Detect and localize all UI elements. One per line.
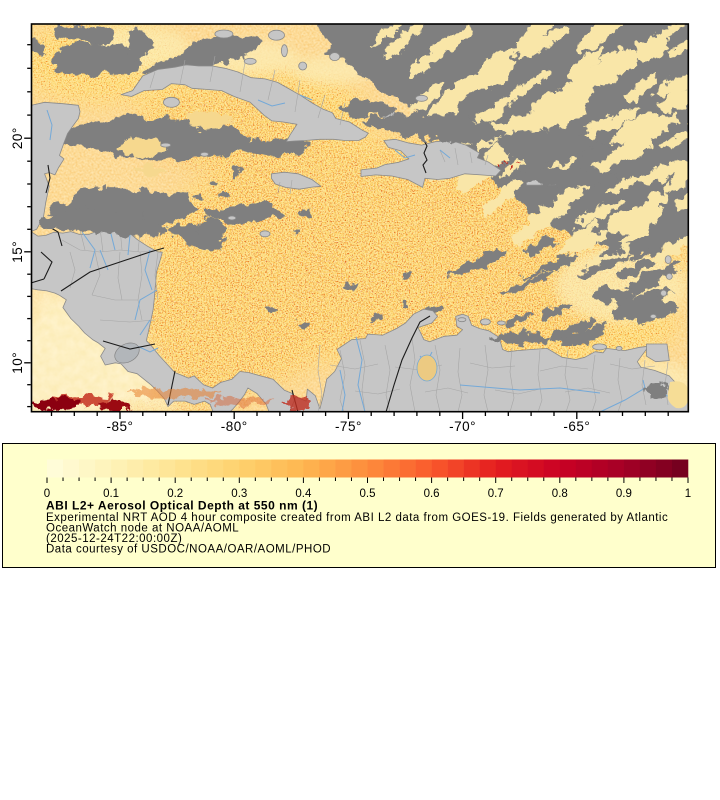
svg-text:0.4: 0.4 [295,488,312,500]
svg-text:ABI L2+ Aerosol Optical Depth: ABI L2+ Aerosol Optical Depth at 550 nm … [46,499,318,513]
svg-text:0.8: 0.8 [552,488,568,500]
svg-text:-65°: -65° [563,419,590,434]
svg-text:0.2: 0.2 [167,488,183,500]
svg-text:0: 0 [44,488,50,500]
svg-text:-70°: -70° [449,419,476,434]
svg-text:-80°: -80° [221,419,248,434]
svg-text:10°: 10° [10,352,25,374]
svg-text:1: 1 [685,488,691,500]
svg-text:-85°: -85° [107,419,134,434]
svg-text:15°: 15° [10,241,25,263]
svg-text:20°: 20° [10,127,25,149]
svg-text:Data courtesy of USDOC/NOAA/OA: Data courtesy of USDOC/NOAA/OAR/AOML/PHO… [46,544,331,556]
svg-text:0.9: 0.9 [616,488,632,500]
svg-text:0.3: 0.3 [231,488,247,500]
svg-text:0.1: 0.1 [103,488,119,500]
svg-text:-75°: -75° [335,419,362,434]
svg-text:(2025-12-24T22:00:00Z): (2025-12-24T22:00:00Z) [46,533,182,545]
svg-text:OceanWatch node at NOAA/AOML: OceanWatch node at NOAA/AOML [46,523,239,535]
svg-text:0.6: 0.6 [424,488,440,500]
svg-text:0.7: 0.7 [488,488,504,500]
svg-text:Experimental NRT AOD 4 hour co: Experimental NRT AOD 4 hour composite cr… [46,512,668,524]
svg-text:0.5: 0.5 [360,488,376,500]
